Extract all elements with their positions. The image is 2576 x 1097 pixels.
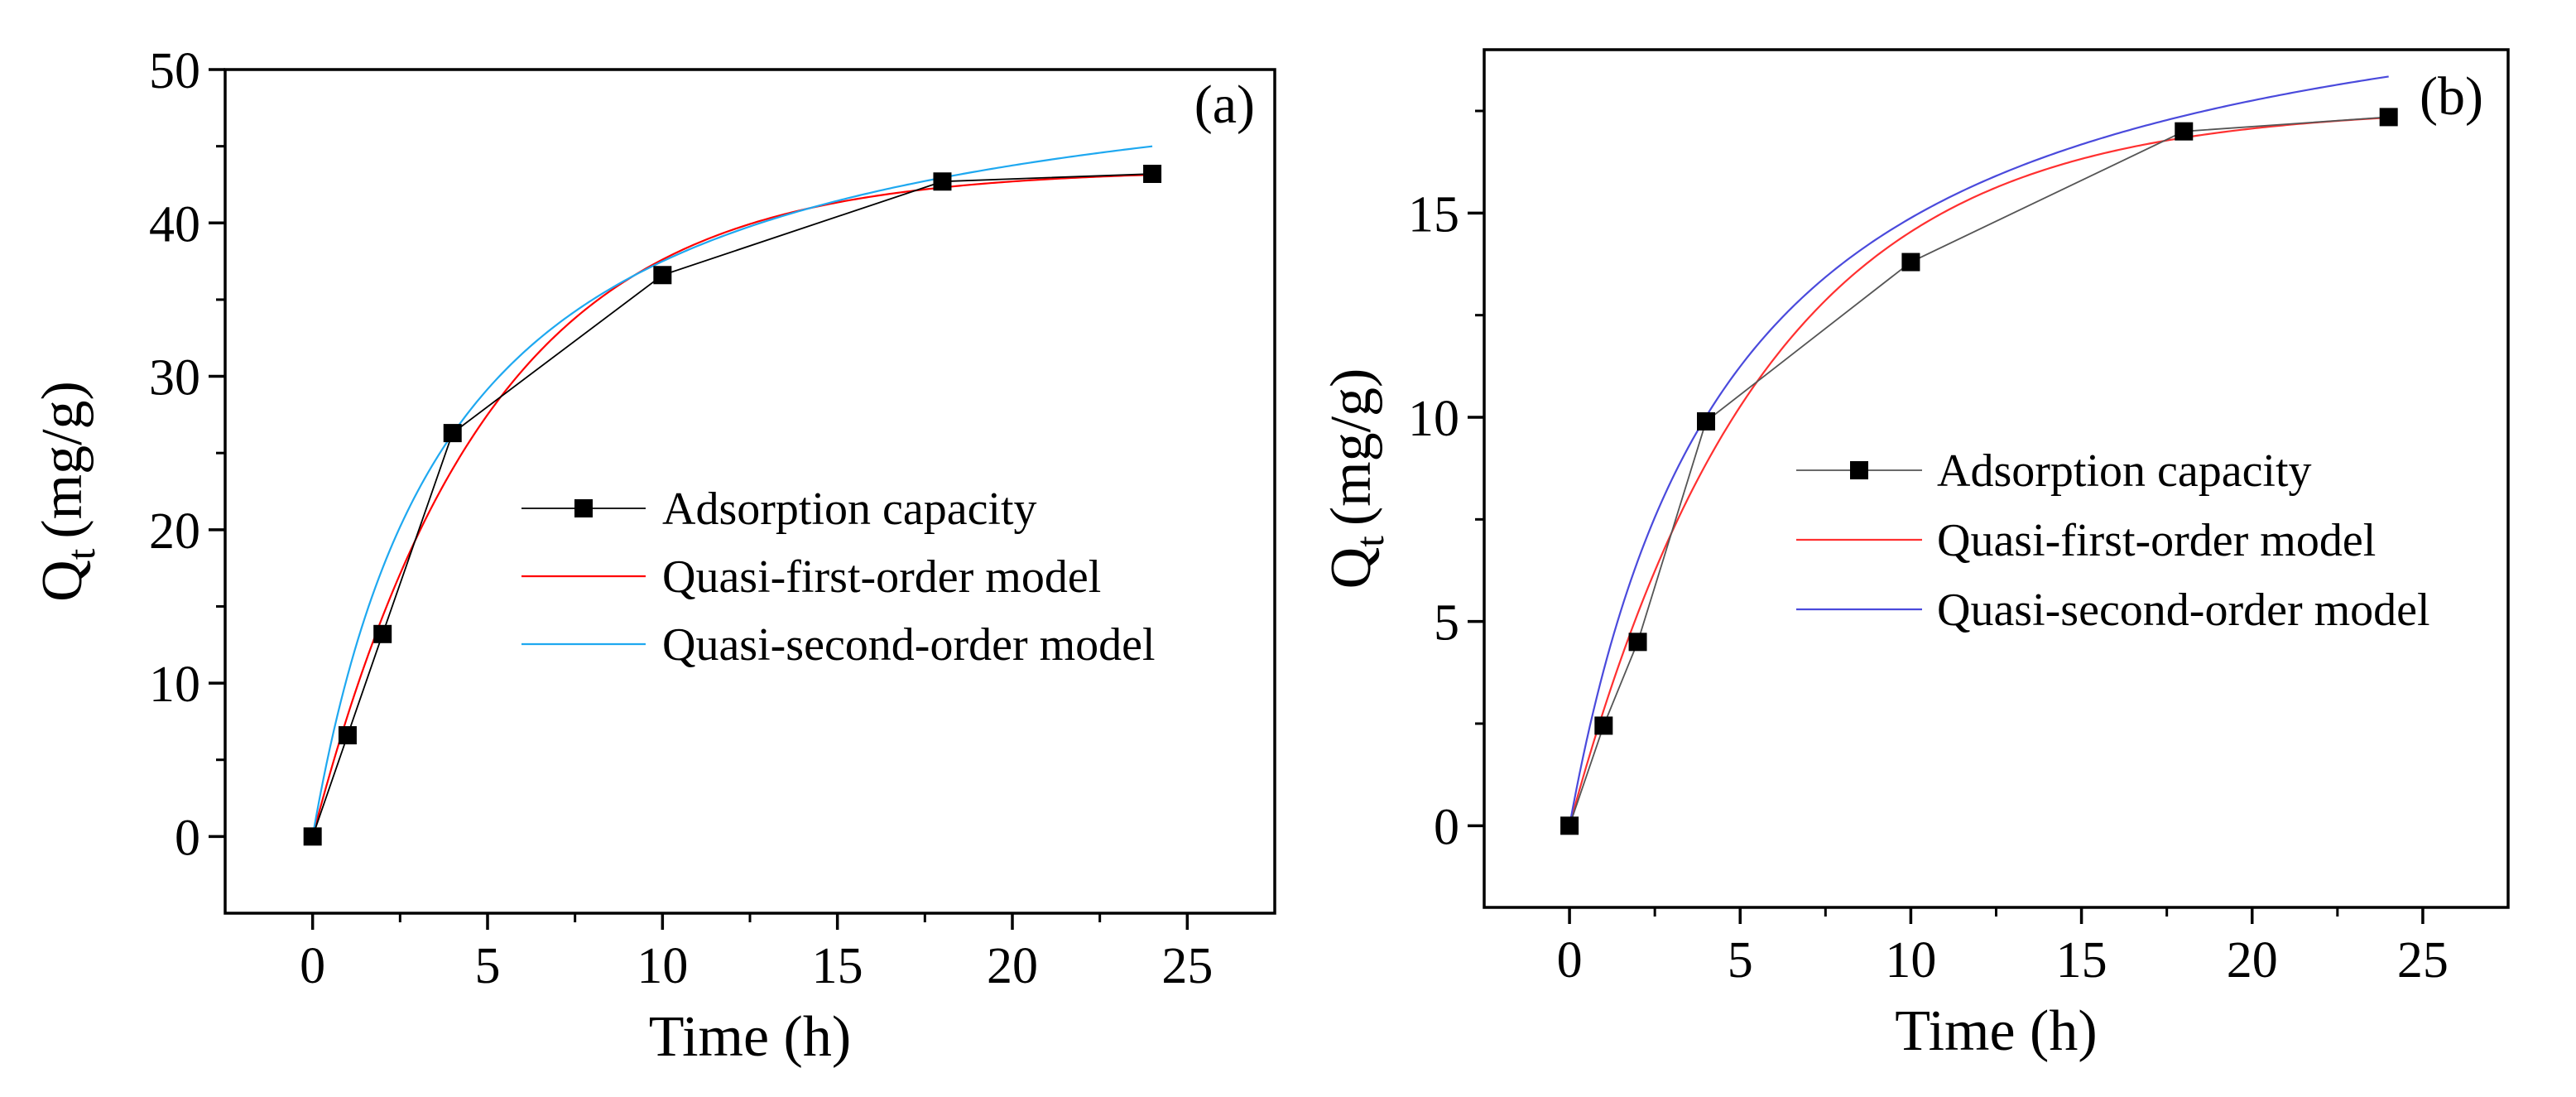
adsorption-capacity-point bbox=[1143, 164, 1162, 183]
panel-label: (b) bbox=[2420, 66, 2483, 127]
adsorption-capacity-point bbox=[1697, 411, 1716, 431]
x-axis-label: Time (h) bbox=[649, 1005, 851, 1069]
x-tick-label: 20 bbox=[2227, 932, 2278, 989]
legend-marker-adsorption bbox=[574, 499, 593, 517]
pfo-model-curve bbox=[311, 173, 1153, 837]
x-tick-label: 25 bbox=[1161, 938, 1213, 994]
legend-marker-adsorption bbox=[1850, 461, 1868, 479]
y-label-symbol: Q bbox=[1319, 547, 1383, 589]
adsorption-capacity-point bbox=[1560, 816, 1579, 835]
adsorption-capacity-point bbox=[1594, 716, 1613, 735]
adsorption-capacity-point bbox=[2175, 122, 2194, 141]
x-tick-label: 5 bbox=[475, 938, 501, 994]
x-tick-label: 15 bbox=[2056, 932, 2107, 989]
y-tick-label: 50 bbox=[149, 43, 200, 99]
y-axis-label: Qt (mg/g) bbox=[31, 381, 103, 602]
x-axis-label: Time (h) bbox=[1895, 999, 2097, 1063]
y-tick-label: 10 bbox=[149, 657, 200, 713]
adsorption-capacity-point bbox=[303, 827, 322, 846]
y-label-subscript: t bbox=[1347, 536, 1392, 547]
x-tick-label: 0 bbox=[300, 938, 325, 994]
adsorption-capacity-point bbox=[443, 424, 462, 443]
x-tick-label: 5 bbox=[1728, 932, 1753, 989]
adsorption-capacity-point bbox=[653, 266, 672, 285]
y-tick-label: 20 bbox=[149, 503, 200, 560]
legend-label: Quasi-first-order model bbox=[662, 551, 1101, 603]
y-tick-label: 40 bbox=[149, 196, 200, 253]
x-tick-label: 0 bbox=[1557, 932, 1583, 989]
legend-label: Adsorption capacity bbox=[662, 484, 1037, 535]
adsorption-capacity-point bbox=[2379, 108, 2398, 127]
y-tick-label: 5 bbox=[1434, 595, 1459, 652]
y-tick-label: 15 bbox=[1408, 186, 1459, 243]
x-tick-label: 20 bbox=[987, 938, 1038, 994]
x-tick-label: 15 bbox=[812, 938, 863, 994]
adsorption-capacity-point bbox=[338, 726, 357, 745]
y-tick-label: 10 bbox=[1408, 391, 1459, 447]
x-tick-label: 10 bbox=[637, 938, 688, 994]
y-tick-label: 0 bbox=[1434, 799, 1459, 855]
x-tick-label: 10 bbox=[1885, 932, 1936, 989]
y-label-unit: (mg/g) bbox=[31, 381, 94, 539]
adsorption-capacity-point bbox=[373, 624, 392, 643]
panel-label: (a) bbox=[1194, 75, 1255, 135]
y-axis-label: Qt (mg/g) bbox=[1319, 368, 1392, 589]
adsorption-capacity-point bbox=[1628, 633, 1647, 652]
legend-label: Quasi-second-order model bbox=[1937, 585, 2430, 636]
legend-label: Quasi-first-order model bbox=[1937, 515, 2376, 566]
panel-a: 0 5 10 15 20 25 0 10 20 30 40 50 Time (h) Qt (mg/g) (a)… bbox=[31, 43, 1276, 1069]
adsorption-capacity-point bbox=[933, 172, 952, 191]
pfo-model-curve bbox=[1569, 116, 2389, 826]
adsorption-capacity-point bbox=[1901, 253, 1920, 272]
y-label-subscript: t bbox=[58, 548, 103, 560]
y-tick-label: 0 bbox=[175, 810, 200, 866]
y-label-unit: (mg/g) bbox=[1319, 368, 1383, 527]
panel-b: 0 5 10 15 20 25 0 5 10 15 Time (h) Qt (mg/g) (b) Adsor… bbox=[1319, 48, 2510, 1063]
legend-label: Adsorption capacity bbox=[1937, 445, 2312, 497]
y-tick-label: 30 bbox=[149, 350, 200, 407]
y-label-symbol: Q bbox=[31, 560, 94, 602]
x-tick-label: 25 bbox=[2397, 932, 2449, 989]
legend-label: Quasi-second-order model bbox=[662, 619, 1156, 671]
